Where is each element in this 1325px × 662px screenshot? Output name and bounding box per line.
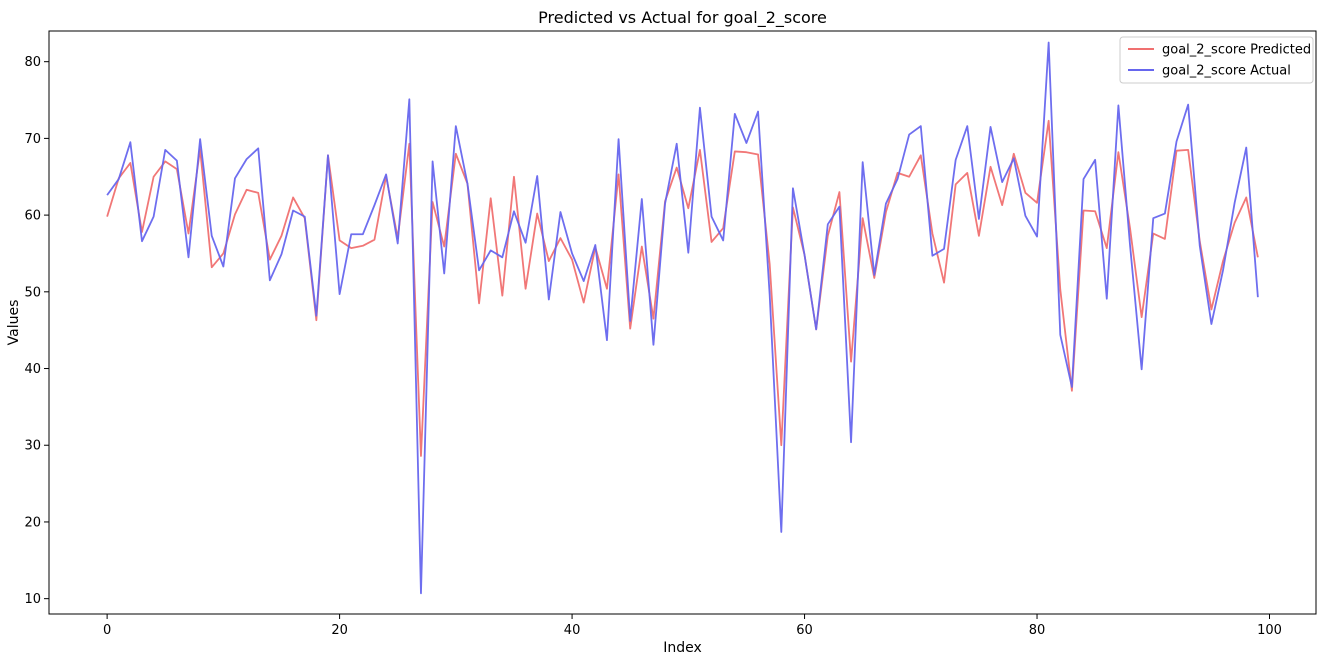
y-tick-label: 10 — [24, 592, 41, 607]
x-tick-label: 20 — [331, 623, 348, 638]
y-tick-label: 50 — [24, 285, 41, 300]
legend: goal_2_score Predicted goal_2_score Actua… — [1119, 36, 1314, 84]
series-layer — [106, 41, 1259, 595]
x-tick-label: 40 — [564, 623, 581, 638]
y-tick-label: 70 — [24, 132, 41, 147]
y-tick-label: 40 — [24, 362, 41, 377]
x-tick-label: 80 — [1029, 623, 1046, 638]
chart-title: Predicted vs Actual for goal_2_score — [538, 8, 827, 28]
y-tick-label: 60 — [24, 209, 41, 224]
y-tick-label: 30 — [24, 439, 41, 454]
y-axis: 10 20 30 40 50 60 70 80 — [24, 55, 49, 607]
y-tick-label: 20 — [24, 515, 41, 530]
legend-box — [1119, 36, 1314, 84]
x-axis-title: Index — [663, 640, 702, 656]
series-line-predicted — [106, 119, 1259, 457]
plot-frame — [48, 30, 1317, 615]
series-line-actual — [106, 41, 1259, 595]
x-tick-label: 0 — [103, 623, 111, 638]
y-axis-title: Values — [6, 300, 22, 346]
legend-label: goal_2_score Predicted — [1162, 43, 1311, 58]
x-tick-label: 60 — [796, 623, 813, 638]
legend-label: goal_2_score Actual — [1162, 64, 1291, 79]
y-tick-label: 80 — [24, 55, 41, 70]
x-axis: 0 20 40 60 80 100 — [103, 614, 1282, 638]
x-tick-label: 100 — [1257, 623, 1282, 638]
